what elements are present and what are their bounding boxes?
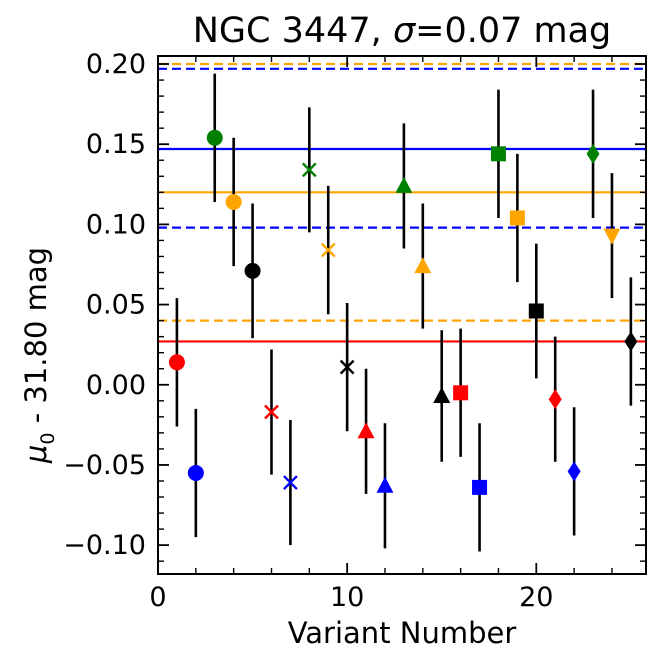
marker-variant-25 — [624, 331, 638, 352]
marker-variant-16 — [453, 385, 469, 401]
marker-variant-24 — [603, 228, 621, 245]
y-tick-label: −0.10 — [63, 530, 146, 561]
marker-variant-21 — [548, 389, 562, 410]
marker-variant-20 — [528, 303, 544, 319]
marker-variant-17 — [472, 479, 488, 495]
plot-frame — [157, 55, 647, 575]
marker-variant-6 — [264, 404, 279, 420]
y-tick-label: −0.05 — [63, 450, 146, 481]
marker-variant-3 — [206, 129, 223, 146]
tick-labels: 0 10 20 0.20 0.15 0.10 0.05 0.00 −0.05 −0.10 — [63, 49, 553, 613]
marker-variant-23 — [586, 143, 600, 164]
marker-variant-5 — [244, 262, 261, 279]
x-tick-label: 10 — [330, 582, 364, 613]
y-tick-label: 0.10 — [86, 209, 146, 240]
x-tick-label: 0 — [149, 582, 166, 613]
marker-variant-18 — [490, 146, 506, 162]
marker-variant-8 — [301, 162, 317, 178]
marker-variant-4 — [225, 193, 242, 210]
marker-variant-11 — [357, 422, 375, 439]
x-axis-label: Variant Number — [288, 616, 517, 650]
y-tick-label: 0.20 — [86, 49, 146, 80]
marker-variant-19 — [509, 210, 525, 226]
marker-variant-14 — [414, 257, 432, 274]
data-markers — [168, 129, 638, 495]
marker-variant-13 — [395, 176, 413, 193]
marker-variant-15 — [433, 386, 451, 403]
marker-variant-9 — [320, 242, 336, 258]
marker-variant-22 — [567, 461, 581, 482]
y-tick-label: 0.00 — [86, 370, 146, 401]
y-axis-label: μ0 - 31.80 mag — [19, 247, 59, 464]
chart-title: NGC 3447, σ=0.07 mag — [193, 11, 612, 51]
reference-lines — [158, 62, 646, 343]
marker-variant-7 — [283, 475, 298, 490]
marker-variant-2 — [187, 464, 204, 481]
x-tick-label: 20 — [519, 582, 553, 613]
y-tick-label: 0.05 — [86, 290, 146, 321]
y-tick-label: 0.15 — [86, 129, 146, 160]
marker-variant-10 — [339, 359, 355, 375]
marker-variant-1 — [168, 354, 185, 371]
marker-variant-12 — [376, 476, 394, 493]
